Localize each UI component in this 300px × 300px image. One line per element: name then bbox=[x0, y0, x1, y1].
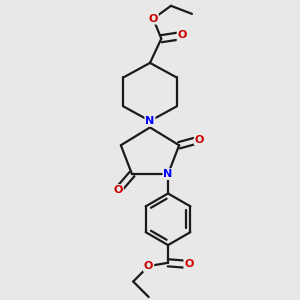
Text: O: O bbox=[144, 261, 153, 271]
Text: O: O bbox=[114, 185, 123, 195]
Text: O: O bbox=[195, 135, 204, 145]
Text: O: O bbox=[178, 31, 187, 40]
Text: N: N bbox=[164, 169, 172, 179]
Text: N: N bbox=[146, 116, 154, 126]
Text: O: O bbox=[148, 14, 158, 24]
Text: O: O bbox=[184, 260, 194, 269]
